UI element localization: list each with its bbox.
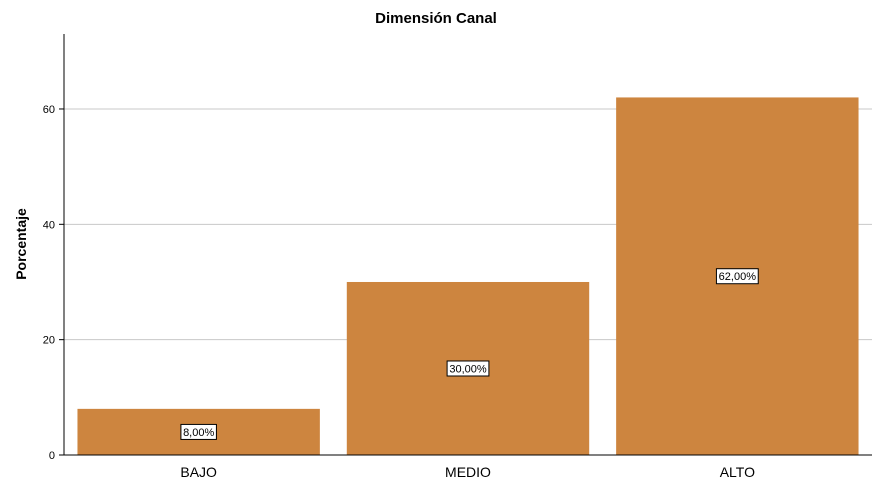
y-tick-label: 0: [49, 450, 55, 462]
x-tick-label: ALTO: [720, 464, 755, 479]
data-label: 62,00%: [719, 271, 757, 283]
x-tick-label: MEDIO: [445, 464, 491, 479]
y-tick-label: 40: [43, 219, 55, 231]
bars: 8,00% 30,00% 62,00%: [77, 97, 859, 455]
chart-title: Dimensión Canal: [375, 10, 497, 27]
y-tick-label: 20: [43, 335, 55, 347]
data-label-box: [180, 423, 217, 440]
x-tick-label: BAJO: [180, 464, 217, 479]
y-axis-title: Porcentaje: [13, 208, 29, 280]
data-label-box: [715, 268, 759, 285]
data-label-box: [446, 360, 490, 377]
data-label: 30,00%: [449, 363, 487, 375]
y-tick-label: 60: [43, 104, 55, 116]
axes: 0 20 40 60 BAJO MEDIO ALTO: [43, 34, 872, 479]
data-label: 8,00%: [183, 427, 214, 439]
